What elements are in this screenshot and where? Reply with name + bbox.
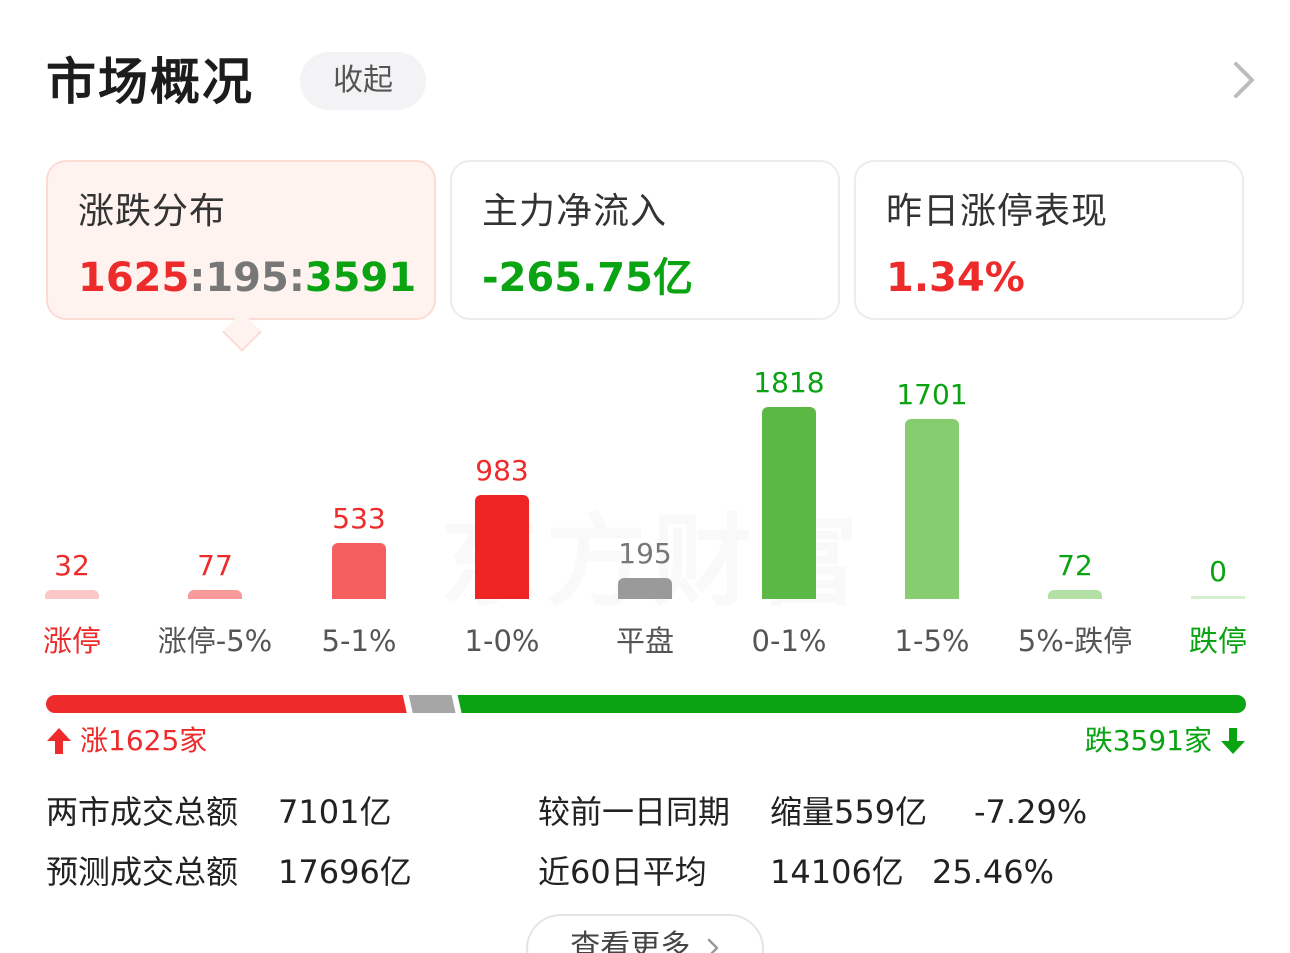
bar-8 [1191,596,1245,599]
down-count: 跌3591家 [1085,722,1246,760]
stat-row-total: 两市成交总额 7101亿 较前一日同期 缩量559亿 -7.29% [46,790,1246,834]
bar-value-label: 1701 [896,378,968,411]
volume-change-pct: -7.29% [974,793,1088,831]
card-rise-fall-distribution[interactable]: 涨跌分布 1625:195:3591 [46,160,436,352]
bar-value-label: 195 [618,537,672,570]
view-more-label: 查看更多 [570,929,691,953]
rise-fall-ratio-bar [46,695,1246,713]
card-pointer [222,312,262,352]
category-label: 0-1% [751,624,827,658]
avg-60d-value: 14106亿 [770,853,904,891]
card-main-net-inflow[interactable]: 主力净流入 -265.75亿 [450,160,840,320]
header: 市场概况 收起 [0,0,1290,150]
bar-0 [45,590,99,599]
total-turnover-label: 两市成交总额 [46,793,239,831]
bar-6 [905,419,959,599]
volume-change: 缩量559亿 [770,793,928,831]
bar-value-label: 1818 [753,366,825,399]
card-value: -265.75亿 [482,255,693,301]
category-label: 5%-跌停 [1017,624,1133,658]
up-count-text: 涨1625家 [80,724,208,757]
bar-value-label: 983 [475,454,529,487]
up-value: 1625 [78,255,190,301]
arrow-up-icon [47,728,71,754]
up-count: 涨1625家 [46,722,207,760]
chevron-right-icon[interactable] [1226,60,1260,100]
flat-value: 195 [205,255,289,301]
bar-value-label: 77 [197,549,233,582]
total-turnover-value: 7101亿 [278,793,392,831]
bar-value-label: 0 [1209,555,1227,588]
category-label: 5-1% [321,624,397,658]
bar-7 [1048,590,1102,599]
card-yesterday-limit-up[interactable]: 昨日涨停表现 1.34% [854,160,1244,320]
bar-value-label: 533 [332,502,386,535]
compare-label: 较前一日同期 [538,793,731,831]
arrow-down-icon [1221,728,1245,754]
rise-fall-counts: 涨1625家 跌3591家 [46,722,1246,762]
card-value: 1.34% [886,255,1025,301]
ratio-down-segment [457,695,1246,713]
card-title: 主力净流入 [482,191,668,232]
bar-1 [188,590,242,599]
forecast-turnover-value: 17696亿 [278,853,412,891]
ratio-flat-segment [408,695,456,713]
separator: : [288,255,305,301]
category-label: 1-5% [894,624,970,658]
card-value: 1625:195:3591 [78,254,416,302]
view-more-button[interactable]: 查看更多 [526,914,764,953]
avg-60d-label: 近60日平均 [538,853,707,891]
summary-cards: 涨跌分布 1625:195:3591 主力净流入 -265.75亿 昨日涨停表现… [46,160,1246,352]
bar-5 [762,407,816,599]
separator: : [189,255,206,301]
ratio-up-segment [46,695,407,713]
distribution-chart: 东方财富 32涨停77涨停-5%5335-1%9831-0%195平盘18180… [0,350,1290,680]
bar-value-label: 72 [1057,549,1093,582]
card-title: 涨跌分布 [78,191,227,232]
bar-2 [332,543,386,599]
down-count-text: 跌3591家 [1084,724,1212,757]
avg-60d-pct: 25.46% [932,853,1055,891]
card-title: 昨日涨停表现 [886,191,1109,232]
category-label: 平盘 [615,624,674,658]
bar-3 [475,495,529,599]
forecast-turnover-label: 预测成交总额 [46,853,239,891]
bar-4 [618,578,672,599]
category-label: 涨停 [42,624,101,658]
bar-value-label: 32 [54,549,90,582]
category-label: 跌停 [1188,624,1247,658]
category-label: 1-0% [464,624,540,658]
page-title: 市场概况 [46,53,254,111]
category-label: 涨停-5% [157,624,273,658]
collapse-button[interactable]: 收起 [300,52,426,110]
stat-row-forecast: 预测成交总额 17696亿 近60日平均 14106亿 25.46% [46,850,1246,894]
ratio-bar-svg [46,695,1246,713]
down-value: 3591 [304,255,417,301]
chevron-right-icon [707,938,719,953]
